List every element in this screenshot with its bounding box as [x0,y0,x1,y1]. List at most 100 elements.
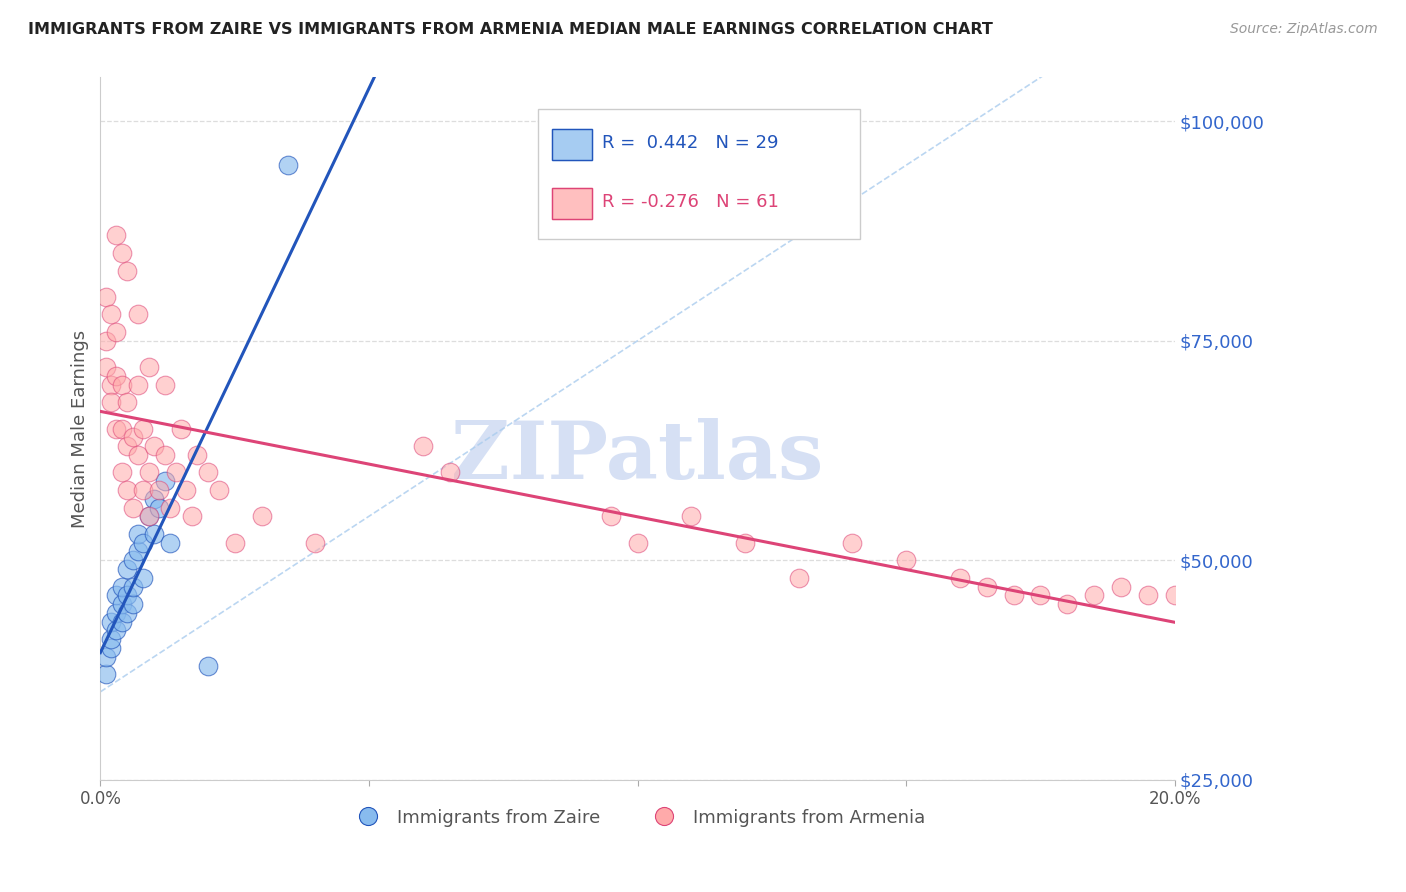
Point [1164,588,1187,602]
Point [121,500,143,515]
Point [127,448,149,462]
Point [111,580,134,594]
Point [105,368,128,383]
Point [100,395,122,409]
FancyBboxPatch shape [537,109,860,239]
Point [949,571,972,585]
Point [165,466,187,480]
Point [143,526,166,541]
Point [132,483,155,497]
Point [105,624,128,638]
Point [138,466,160,480]
Point [148,483,170,497]
Point [626,535,648,549]
Point [176,483,198,497]
Point [681,509,703,524]
Point [132,421,155,435]
Point [1056,597,1078,611]
Point [115,606,138,620]
Point [115,263,138,277]
Point [1083,588,1105,602]
Point [153,448,176,462]
Point [105,325,128,339]
Point [100,377,122,392]
Point [250,509,273,524]
Point [111,466,134,480]
Point [180,509,202,524]
Point [115,483,138,497]
Point [153,474,176,488]
Point [121,430,143,444]
Point [100,307,122,321]
Point [159,500,181,515]
Point [100,615,122,629]
Point [197,658,219,673]
Point [734,535,756,549]
Point [127,544,149,558]
Point [138,360,160,375]
Point [412,439,434,453]
Point [841,535,863,549]
Point [153,377,176,392]
Point [111,421,134,435]
Bar [551,128,592,160]
Point [599,509,621,524]
Bar [551,188,592,219]
Point [159,535,181,549]
Point [170,421,193,435]
Y-axis label: Median Male Earnings: Median Male Earnings [72,329,89,527]
Point [105,588,128,602]
Point [127,307,149,321]
Point [132,571,155,585]
Point [138,509,160,524]
Point [304,535,326,549]
Point [105,228,128,243]
Point [1136,588,1159,602]
Point [1109,580,1132,594]
Point [115,439,138,453]
Point [121,553,143,567]
Bar [551,188,592,219]
Point [94,290,117,304]
Point [111,377,134,392]
Point [138,509,160,524]
Text: IMMIGRANTS FROM ZAIRE VS IMMIGRANTS FROM ARMENIA MEDIAN MALE EARNINGS CORRELATIO: IMMIGRANTS FROM ZAIRE VS IMMIGRANTS FROM… [28,22,993,37]
Text: ZIPatlas: ZIPatlas [451,417,824,496]
Point [105,421,128,435]
Point [143,439,166,453]
Point [787,571,810,585]
Point [976,580,998,594]
Point [127,377,149,392]
Point [111,615,134,629]
Point [132,535,155,549]
Point [94,667,117,681]
Point [121,597,143,611]
Point [100,632,122,647]
Point [127,526,149,541]
Bar [551,128,592,160]
Point [224,535,246,549]
Text: R = -0.276   N = 61: R = -0.276 N = 61 [602,194,779,211]
Point [111,597,134,611]
Point [115,588,138,602]
Point [115,562,138,576]
Point [115,395,138,409]
Point [1002,588,1025,602]
Point [105,606,128,620]
Point [121,580,143,594]
Legend: Immigrants from Zaire, Immigrants from Armenia: Immigrants from Zaire, Immigrants from A… [343,801,932,834]
Point [143,491,166,506]
Point [277,158,299,172]
Point [207,483,229,497]
Point [197,466,219,480]
Text: R =  0.442   N = 29: R = 0.442 N = 29 [602,134,779,152]
Point [94,334,117,348]
Point [111,246,134,260]
Point [439,466,461,480]
Point [894,553,917,567]
Point [94,649,117,664]
Text: Source: ZipAtlas.com: Source: ZipAtlas.com [1230,22,1378,37]
Point [100,640,122,655]
Point [1029,588,1052,602]
Point [94,360,117,375]
